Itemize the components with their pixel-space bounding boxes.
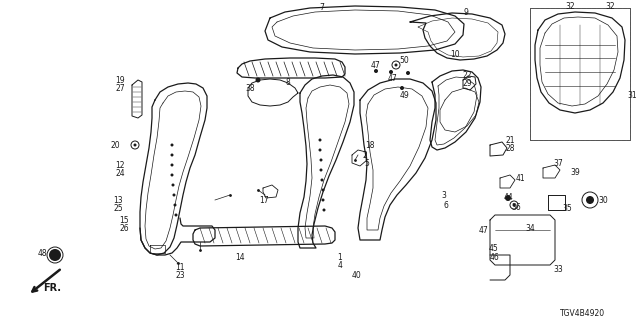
Text: 50: 50 bbox=[399, 55, 409, 65]
Circle shape bbox=[321, 188, 324, 191]
Text: 1: 1 bbox=[338, 253, 342, 262]
Text: 33: 33 bbox=[553, 266, 563, 275]
Text: 38: 38 bbox=[245, 84, 255, 92]
Text: FR.: FR. bbox=[43, 283, 61, 293]
Circle shape bbox=[173, 194, 175, 196]
Circle shape bbox=[374, 69, 378, 73]
Text: 28: 28 bbox=[505, 143, 515, 153]
Text: 35: 35 bbox=[562, 204, 572, 212]
Text: 36: 36 bbox=[511, 203, 521, 212]
Circle shape bbox=[394, 63, 397, 67]
Circle shape bbox=[586, 196, 594, 204]
Text: 46: 46 bbox=[489, 253, 499, 262]
Circle shape bbox=[173, 204, 177, 206]
Circle shape bbox=[175, 213, 177, 217]
Circle shape bbox=[513, 204, 515, 206]
Circle shape bbox=[319, 158, 323, 162]
Text: 29: 29 bbox=[462, 78, 472, 87]
Text: 18: 18 bbox=[365, 140, 375, 149]
Text: 11: 11 bbox=[175, 263, 185, 273]
Text: 24: 24 bbox=[115, 169, 125, 178]
Text: 22: 22 bbox=[462, 70, 472, 79]
Text: 6: 6 bbox=[444, 201, 449, 210]
Text: 23: 23 bbox=[175, 271, 185, 281]
Circle shape bbox=[389, 70, 393, 74]
Text: 8: 8 bbox=[285, 77, 291, 86]
Text: 45: 45 bbox=[488, 244, 498, 252]
Circle shape bbox=[255, 77, 260, 83]
Circle shape bbox=[321, 198, 324, 202]
Circle shape bbox=[505, 195, 511, 201]
Circle shape bbox=[319, 139, 321, 141]
Text: 15: 15 bbox=[119, 215, 129, 225]
Circle shape bbox=[134, 143, 136, 147]
Text: 5: 5 bbox=[365, 158, 369, 167]
Text: 17: 17 bbox=[259, 196, 269, 204]
Text: 9: 9 bbox=[463, 7, 468, 17]
Text: 2: 2 bbox=[363, 150, 367, 159]
Text: 10: 10 bbox=[450, 50, 460, 59]
Text: 47: 47 bbox=[478, 226, 488, 235]
Text: 48: 48 bbox=[37, 250, 47, 259]
Circle shape bbox=[170, 143, 173, 147]
Text: 32: 32 bbox=[605, 2, 615, 11]
Text: 47: 47 bbox=[370, 60, 380, 69]
Circle shape bbox=[319, 169, 323, 172]
Circle shape bbox=[170, 164, 173, 166]
Text: 20: 20 bbox=[110, 140, 120, 149]
Text: 19: 19 bbox=[115, 76, 125, 84]
Circle shape bbox=[319, 148, 321, 151]
Text: 4: 4 bbox=[337, 260, 342, 269]
Text: 27: 27 bbox=[115, 84, 125, 92]
Circle shape bbox=[321, 179, 323, 181]
Text: 7: 7 bbox=[319, 3, 324, 12]
Text: 40: 40 bbox=[351, 270, 361, 279]
Circle shape bbox=[172, 183, 175, 187]
Text: TGV4B4920: TGV4B4920 bbox=[560, 308, 605, 317]
Circle shape bbox=[323, 209, 326, 212]
Text: 41: 41 bbox=[515, 173, 525, 182]
Text: 26: 26 bbox=[119, 223, 129, 233]
Text: 25: 25 bbox=[113, 204, 123, 212]
Circle shape bbox=[170, 154, 173, 156]
Text: 13: 13 bbox=[113, 196, 123, 204]
Text: 47: 47 bbox=[387, 74, 397, 83]
Text: 12: 12 bbox=[115, 161, 125, 170]
Text: 44: 44 bbox=[503, 193, 513, 202]
Text: 49: 49 bbox=[399, 91, 409, 100]
Text: 32: 32 bbox=[565, 2, 575, 11]
Circle shape bbox=[170, 173, 173, 177]
Text: 31: 31 bbox=[627, 91, 637, 100]
Text: 21: 21 bbox=[505, 135, 515, 145]
Text: 37: 37 bbox=[553, 158, 563, 167]
Text: 39: 39 bbox=[570, 167, 580, 177]
Text: 14: 14 bbox=[235, 253, 245, 262]
Text: 3: 3 bbox=[442, 190, 447, 199]
Circle shape bbox=[49, 249, 61, 261]
Circle shape bbox=[400, 86, 404, 90]
Circle shape bbox=[406, 71, 410, 75]
Text: 30: 30 bbox=[598, 196, 608, 204]
Text: 34: 34 bbox=[525, 223, 535, 233]
